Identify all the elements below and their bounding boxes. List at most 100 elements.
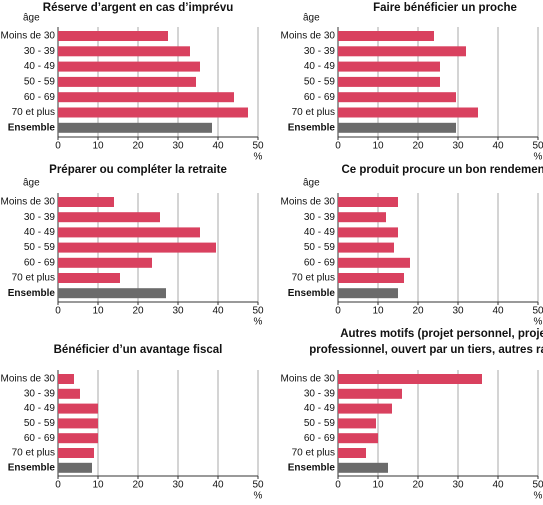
y-tick-label: 50 - 59 (24, 242, 56, 253)
x-tick-label: 40 (492, 480, 504, 491)
y-tick-label: 60 - 69 (304, 433, 336, 444)
bar (58, 433, 98, 444)
y-tick-label: 70 et plus (292, 448, 335, 459)
chart-title: Ce produit procure un bon rendement (341, 164, 543, 176)
y-tick-label: Moins de 30 (281, 31, 336, 42)
bar (338, 257, 410, 268)
bar (58, 212, 160, 223)
bar (58, 374, 74, 384)
y-tick-label: 30 - 39 (24, 388, 56, 399)
y-tick-label: 40 - 49 (304, 61, 336, 72)
x-tick-label: 20 (132, 141, 144, 152)
bar (338, 92, 456, 103)
x-tick-label: 40 (212, 306, 224, 317)
y-tick-label: 70 et plus (292, 107, 335, 118)
y-tick-label: Moins de 30 (1, 31, 56, 42)
x-tick-label: 30 (172, 480, 184, 491)
y-tick-label: Ensemble (8, 288, 56, 299)
axis-label: % (254, 152, 263, 163)
x-tick-label: 50 (532, 141, 543, 152)
y-tick-label: 60 - 69 (304, 257, 336, 268)
y-tick-label: 60 - 69 (24, 92, 56, 103)
bar (338, 31, 434, 41)
y-tick-label: 70 et plus (12, 448, 55, 459)
y-tick-label: Ensemble (8, 462, 56, 473)
bar (58, 46, 190, 57)
axis-label: % (254, 317, 263, 328)
x-tick-label: 10 (372, 480, 384, 491)
y-tick-label: 70 et plus (12, 273, 55, 284)
bar (58, 92, 234, 103)
y-tick-label: Ensemble (8, 122, 56, 133)
y-tick-label: 30 - 39 (24, 212, 56, 223)
x-tick-label: 20 (132, 480, 144, 491)
y-tick-label: 40 - 49 (304, 227, 336, 238)
y-tick-label: Ensemble (288, 288, 336, 299)
bar (338, 403, 392, 414)
x-tick-label: 10 (372, 141, 384, 152)
x-tick-label: 0 (55, 480, 61, 491)
y-tick-label: 40 - 49 (24, 403, 56, 414)
bar (338, 122, 456, 133)
bar (338, 107, 478, 118)
x-tick-label: 40 (492, 141, 504, 152)
y-tick-label: 50 - 59 (304, 418, 336, 429)
y-tick-label: 60 - 69 (24, 257, 56, 268)
bar (338, 242, 394, 253)
bar (338, 46, 466, 57)
y-tick-label: 60 - 69 (304, 92, 336, 103)
bar (58, 403, 98, 414)
x-tick-label: 40 (212, 141, 224, 152)
x-tick-label: 30 (452, 141, 464, 152)
bar (338, 76, 440, 87)
y-tick-label: 50 - 59 (24, 77, 56, 88)
y-tick-label: 50 - 59 (304, 77, 336, 88)
bar (338, 227, 398, 238)
bar (338, 61, 440, 72)
bar (58, 257, 152, 268)
bar (338, 212, 386, 223)
x-tick-label: 20 (132, 306, 144, 317)
x-tick-label: 10 (92, 480, 104, 491)
bar (58, 61, 200, 72)
y-tick-label: Ensemble (288, 462, 336, 473)
axis-label: % (254, 491, 263, 500)
x-tick-label: 0 (55, 141, 61, 152)
y-tick-label: 70 et plus (12, 107, 55, 118)
x-tick-label: 50 (252, 141, 264, 152)
x-tick-label: 40 (492, 306, 504, 317)
x-tick-label: 30 (452, 480, 464, 491)
y-tick-label: 40 - 49 (304, 403, 336, 414)
x-tick-label: 0 (335, 480, 341, 491)
axis-label: % (534, 152, 543, 163)
bar (338, 462, 388, 473)
y-tick-label: 60 - 69 (24, 433, 56, 444)
x-tick-label: 10 (92, 306, 104, 317)
bar (58, 227, 200, 238)
y-tick-label: 30 - 39 (304, 388, 336, 399)
y-tick-label: Ensemble (288, 122, 336, 133)
y-tick-label: 30 - 39 (304, 212, 336, 223)
bar (58, 76, 196, 87)
x-tick-label: 20 (412, 141, 424, 152)
axis-label: âge (23, 13, 40, 24)
bar (58, 418, 98, 429)
axis-label: % (534, 317, 543, 328)
y-tick-label: 50 - 59 (304, 242, 336, 253)
bar (58, 288, 166, 299)
chart-title: Préparer ou compléter la retraite (49, 164, 227, 176)
bar (58, 122, 212, 133)
chart-title: Bénéficier d’un avantage fiscal (54, 344, 223, 356)
bar (338, 197, 398, 207)
bar (58, 31, 168, 41)
axis-label: âge (23, 178, 40, 189)
bar (338, 433, 378, 444)
chart-title: Réserve d’argent en cas d’imprévu (43, 2, 233, 14)
bar (338, 388, 402, 399)
x-tick-label: 20 (412, 306, 424, 317)
y-tick-label: 70 et plus (292, 273, 335, 284)
bar (58, 197, 114, 207)
bar (338, 374, 482, 384)
x-tick-label: 30 (172, 306, 184, 317)
